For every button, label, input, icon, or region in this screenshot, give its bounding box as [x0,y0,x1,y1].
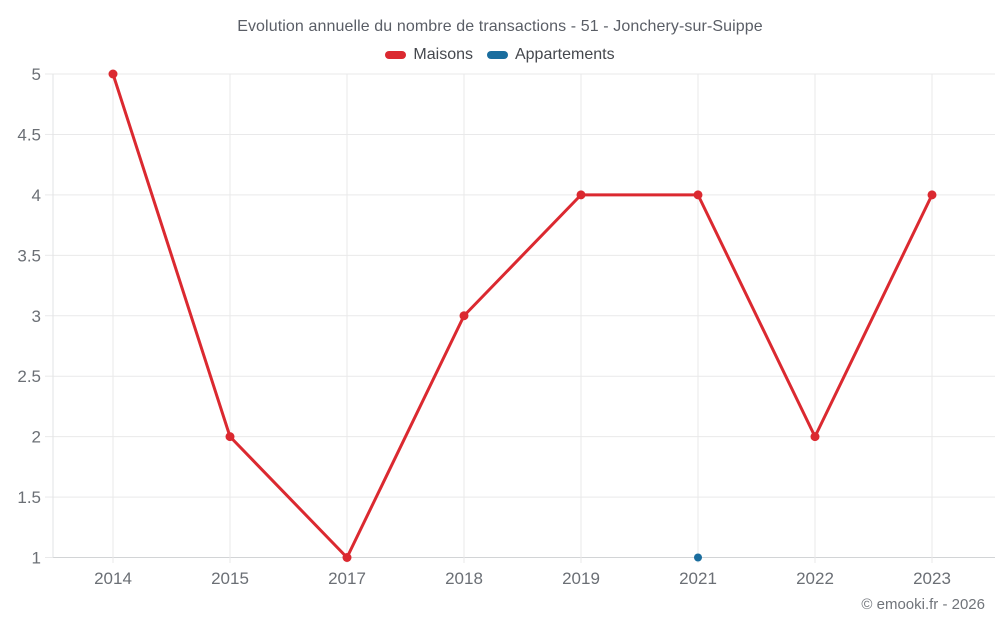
legend: Maisons Appartements [0,46,1000,64]
legend-label-appartements: Appartements [514,46,615,63]
data-point-maisons[interactable] [459,311,469,321]
copyright: © emooki.fr - 2026 [861,596,985,613]
series-line-maisons [111,72,934,559]
x-axis-tick-label: 2018 [445,569,483,588]
y-axis-tick-label: 4 [32,186,41,205]
legend-item-maisons[interactable]: Maisons [385,46,473,64]
data-point-maisons[interactable] [576,190,586,200]
y-axis-tick-label: 3 [32,307,41,326]
data-point-maisons[interactable] [108,69,118,79]
legend-item-appartements[interactable]: Appartements [486,46,615,64]
legend-swatch-maisons-icon [385,51,407,59]
legend-swatch-appartements-icon [486,51,508,59]
legend-label-maisons: Maisons [413,46,473,63]
y-axis-tick-label: 2.5 [17,367,41,386]
x-axis-tick-label: 2019 [562,569,600,588]
y-axis-tick-label: 3.5 [17,246,41,265]
data-point-maisons[interactable] [810,432,820,442]
x-axis-tick-label: 2014 [94,569,132,588]
y-axis-tick-label: 1.5 [17,488,41,507]
x-axis-tick-label: 2017 [328,569,366,588]
y-axis-tick-label: 2 [32,428,41,447]
x-axis-tick-label: 2015 [211,569,249,588]
y-axis-tick-label: 4.5 [17,125,41,144]
y-axis-tick-label: 5 [32,65,41,84]
data-point-maisons[interactable] [225,432,235,442]
x-axis-tick-label: 2022 [796,569,834,588]
data-point-maisons[interactable] [342,553,352,562]
x-axis-tick-label: 2021 [679,569,717,588]
y-axis-tick-label: 1 [32,549,41,568]
data-point-appartements[interactable] [694,553,702,562]
chart-title: Evolution annuelle du nombre de transact… [237,18,763,35]
data-point-maisons[interactable] [693,190,703,200]
data-point-maisons[interactable] [927,190,937,200]
x-axis-tick-label: 2023 [913,569,951,588]
